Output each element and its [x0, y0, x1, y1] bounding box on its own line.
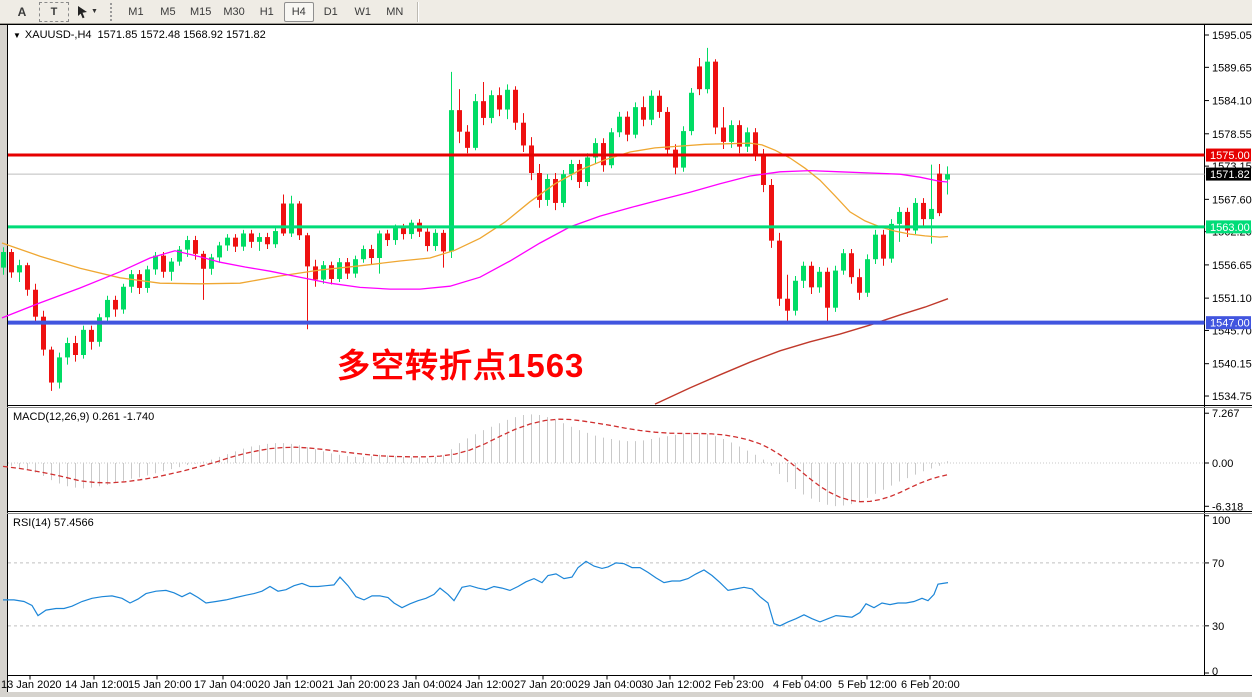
- svg-text:7.267: 7.267: [1212, 408, 1240, 420]
- svg-text:1589.65: 1589.65: [1212, 62, 1252, 74]
- macd-label: MACD(12,26,9): [13, 411, 90, 423]
- svg-text:0: 0: [1212, 666, 1218, 678]
- svg-text:17 Jan 04:00: 17 Jan 04:00: [194, 679, 258, 691]
- timeframe-button-h1[interactable]: H1: [259, 5, 274, 18]
- svg-text:1584.10: 1584.10: [1212, 96, 1252, 108]
- pivot-level-badge: 1563.00: [1206, 220, 1251, 234]
- top-toolbar: A T ▼ M1 M5 M15 M30 H1 H4 D1 W1 MN: [0, 0, 1252, 24]
- chevron-down-icon: ▼: [91, 8, 98, 15]
- macd-values: 0.261 -1.740: [92, 411, 155, 423]
- svg-text:1575.00: 1575.00: [1210, 150, 1250, 162]
- macd-pane: [2, 414, 1205, 507]
- svg-text:1534.75: 1534.75: [1212, 391, 1252, 403]
- svg-text:1595.05: 1595.05: [1212, 30, 1252, 42]
- svg-text:1571.82: 1571.82: [1210, 169, 1250, 181]
- svg-text:0.00: 0.00: [1212, 458, 1233, 470]
- svg-text:14 Jan 12:00: 14 Jan 12:00: [65, 679, 129, 691]
- moving-average-darkred: [654, 298, 949, 405]
- svg-text:4 Feb 04:00: 4 Feb 04:00: [773, 679, 832, 691]
- svg-text:1567.60: 1567.60: [1212, 194, 1252, 206]
- svg-text:1563.00: 1563.00: [1210, 222, 1250, 234]
- svg-text:100: 100: [1212, 515, 1230, 527]
- svg-text:30: 30: [1212, 621, 1224, 633]
- price-axis[interactable]: 1595.051589.651584.101578.551573.151567.…: [1204, 30, 1252, 403]
- svg-text:5 Feb 12:00: 5 Feb 12:00: [838, 679, 897, 691]
- svg-text:23 Jan 04:00: 23 Jan 04:00: [387, 679, 451, 691]
- svg-text:1551.10: 1551.10: [1212, 293, 1252, 305]
- svg-text:29 Jan 04:00: 29 Jan 04:00: [578, 679, 642, 691]
- rsi-pane: [3, 560, 1205, 627]
- timeframe-button-m15[interactable]: M15: [189, 5, 212, 18]
- chart-symbol-header: ▼ XAUUSD-,H4 1571.85 1572.48 1568.92 1571.…: [13, 29, 266, 41]
- text-label-tool-button[interactable]: T: [39, 1, 69, 22]
- toolbar-divider: [416, 1, 419, 22]
- svg-text:2 Feb 23:00: 2 Feb 23:00: [705, 679, 764, 691]
- support-level-badge: 1547.00: [1206, 316, 1251, 330]
- macd-signal-line: [2, 418, 948, 503]
- current-price-badge: 1571.82: [1206, 167, 1251, 181]
- rsi-indicator-header: RSI(14) 57.4566: [13, 517, 94, 529]
- svg-text:30 Jan 12:00: 30 Jan 12:00: [641, 679, 705, 691]
- rsi-axis: 100 70 30 0: [1204, 515, 1230, 678]
- svg-text:24 Jan 12:00: 24 Jan 12:00: [450, 679, 514, 691]
- svg-text:15 Jan 20:00: 15 Jan 20:00: [128, 679, 192, 691]
- ohlc-values: 1571.85 1572.48 1568.92 1571.82: [97, 29, 266, 41]
- symbol-timeframe-label: XAUUSD-,H4: [24, 29, 92, 41]
- annotate-text-button[interactable]: A: [17, 4, 27, 19]
- chart-text-annotation[interactable]: 多空转折点1563: [337, 347, 585, 384]
- toolbar-drag-handle[interactable]: [109, 2, 114, 21]
- svg-text:1578.55: 1578.55: [1212, 129, 1252, 141]
- rsi-label: RSI(14): [13, 517, 51, 529]
- rsi-line: [3, 560, 949, 627]
- timeframe-button-d1[interactable]: D1: [323, 5, 338, 18]
- chart-window-chrome: [0, 24, 1252, 692]
- timeframe-button-m5[interactable]: M5: [160, 5, 176, 18]
- timeframe-button-h4[interactable]: H4: [283, 1, 314, 22]
- svg-text:20 Jan 12:00: 20 Jan 12:00: [258, 679, 322, 691]
- timeframe-button-group: M1 M5 M15 M30 H1 H4 D1 W1 MN: [120, 1, 411, 22]
- svg-text:13 Jan 2020: 13 Jan 2020: [1, 679, 62, 691]
- svg-text:1547.00: 1547.00: [1210, 318, 1250, 330]
- svg-text:27 Jan 20:00: 27 Jan 20:00: [514, 679, 578, 691]
- resistance-level-badge: 1575.00: [1206, 148, 1251, 162]
- timeframe-button-m1[interactable]: M1: [128, 5, 144, 18]
- time-axis[interactable]: 13 Jan 2020 14 Jan 12:00 15 Jan 20:00 17 Ja…: [1, 675, 960, 692]
- macd-indicator-header: MACD(12,26,9) 0.261 -1.740: [13, 411, 154, 423]
- cursor-tool-dropdown[interactable]: ▼: [71, 2, 103, 22]
- timeframe-button-mn[interactable]: MN: [386, 5, 404, 18]
- svg-text:70: 70: [1212, 558, 1224, 570]
- timeframe-button-w1[interactable]: W1: [354, 5, 372, 18]
- timeframe-button-m30[interactable]: M30: [223, 5, 245, 18]
- rsi-value: 57.4566: [53, 517, 94, 529]
- svg-text:-6.318: -6.318: [1212, 501, 1243, 513]
- moving-average-magenta: [1, 169, 949, 319]
- svg-text:21 Jan 20:00: 21 Jan 20:00: [322, 679, 386, 691]
- svg-text:1556.65: 1556.65: [1212, 260, 1252, 272]
- svg-text:6 Feb 20:00: 6 Feb 20:00: [901, 679, 960, 691]
- svg-text:1540.15: 1540.15: [1212, 359, 1252, 371]
- macd-histogram: [11, 414, 948, 507]
- moving-average-orange: [1, 142, 949, 285]
- macd-axis: 7.267 0.00 -6.318: [1204, 408, 1243, 513]
- collapse-triangle-icon[interactable]: ▼: [13, 31, 21, 40]
- cursor-arrow-icon: [78, 5, 87, 18]
